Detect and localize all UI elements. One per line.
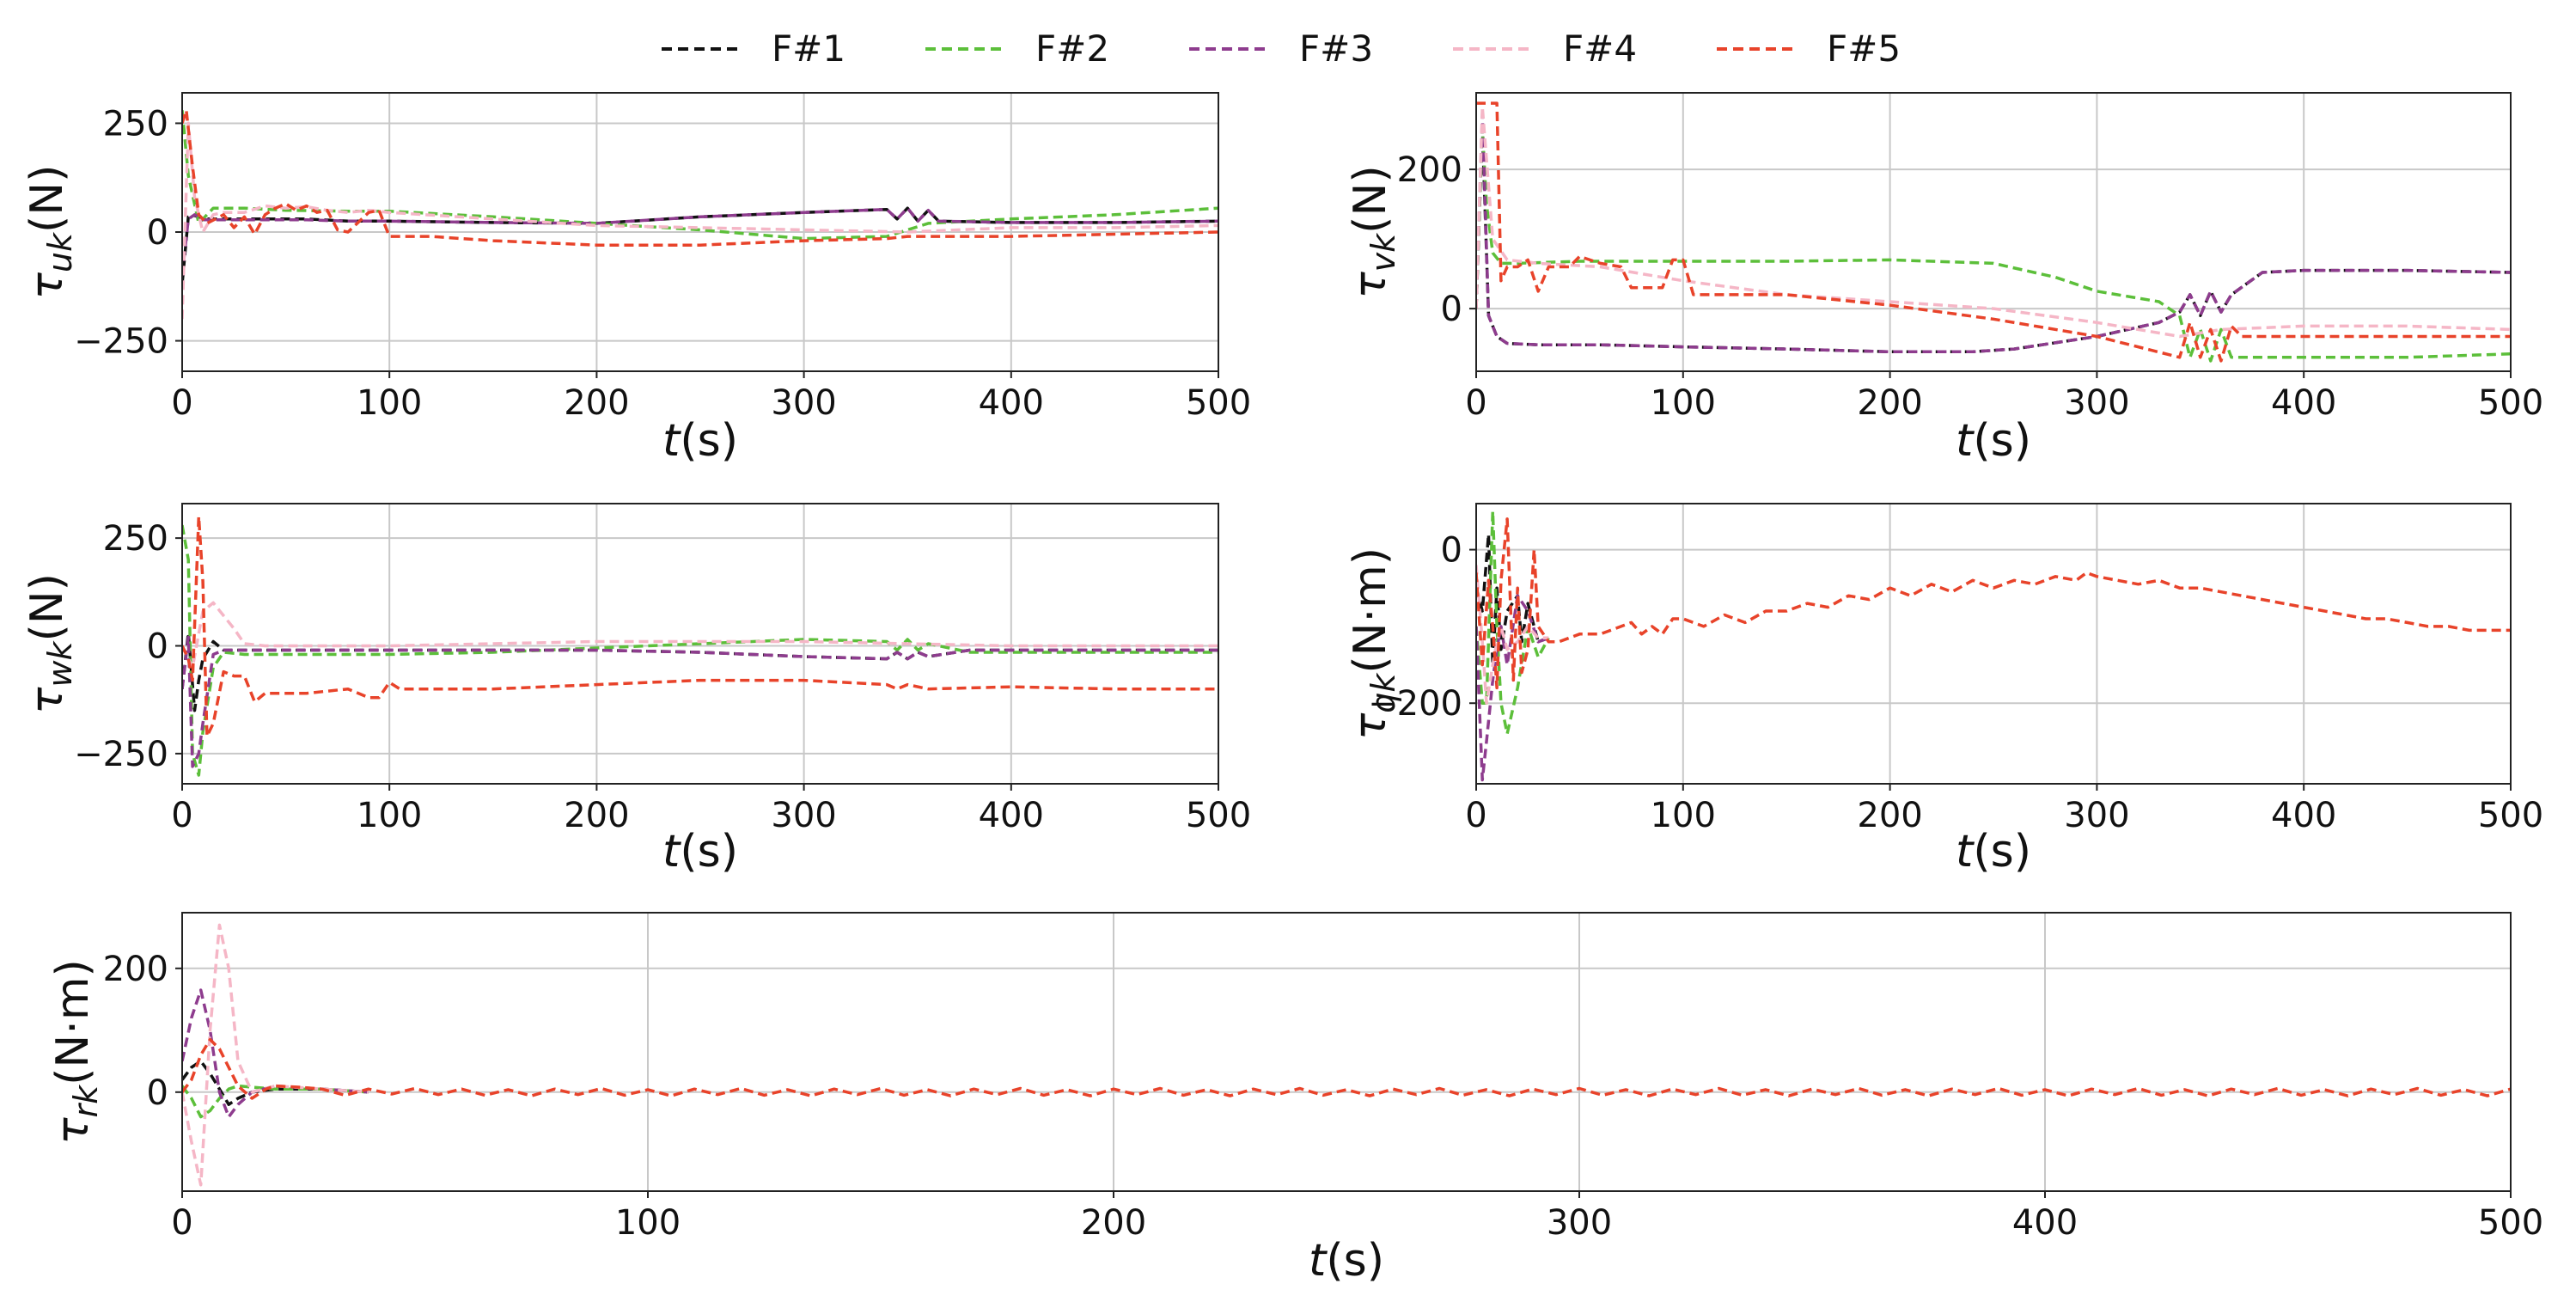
x-tick-label: 100: [1651, 383, 1716, 423]
x-tick-label: 400: [979, 796, 1044, 835]
series-line-F2: [182, 1084, 369, 1119]
series-line-F5: [1476, 517, 2511, 690]
series-line-F4: [182, 923, 369, 1187]
series-group: [182, 923, 2511, 1187]
series-group: [1476, 101, 2511, 363]
x-axis-label: t(s): [662, 826, 738, 877]
y-tick-label: 200: [103, 950, 168, 989]
y-tick-label: 0: [147, 1073, 168, 1113]
legend-label: F#5: [1827, 28, 1901, 70]
panel-2: 0 100 200 300 400 500 0 200 t(s) τvk(N): [1345, 92, 2543, 467]
x-tick-label: 100: [357, 383, 422, 423]
panel-5: 0 100 200 300 400 500 0 200 t(s) τrk(N·m): [47, 912, 2543, 1287]
legend-label: F#4: [1563, 28, 1637, 70]
series-line-F4: [182, 601, 1218, 669]
series-group: [182, 108, 1218, 320]
x-tick-label: 500: [2478, 1203, 2543, 1243]
legend-entry-5: F#5: [1717, 28, 1901, 70]
x-tick-label: 500: [2478, 796, 2543, 835]
x-tick-label: 200: [1081, 1203, 1146, 1243]
series-group: [182, 515, 1218, 777]
plot-frame: [1475, 92, 2512, 372]
y-tick-label: 250: [103, 104, 168, 144]
x-axis-label: t(s): [662, 415, 738, 467]
x-tick-label: 200: [564, 796, 629, 835]
x-tick-label: 0: [171, 1203, 192, 1243]
y-tick-label: −200: [1368, 684, 1462, 724]
x-tick-label: 400: [2271, 796, 2336, 835]
x-tick-label: 0: [1465, 383, 1486, 423]
x-tick-label: 400: [2012, 1203, 2078, 1243]
plot-frame: [1475, 503, 2512, 785]
plot-frame: [181, 912, 2512, 1192]
x-tick-label: 0: [171, 796, 192, 835]
y-axis-label: τvk(N): [1345, 165, 1402, 298]
y-tick-label: 0: [1441, 290, 1462, 329]
series-line-F3: [182, 635, 1218, 768]
series-line-F5: [182, 515, 1218, 738]
legend-entry-4: F#4: [1453, 28, 1637, 70]
y-tick-label: 200: [1397, 150, 1462, 190]
x-axis-label: t(s): [1309, 1235, 1384, 1287]
x-tick-label: 300: [2064, 796, 2129, 835]
y-tick-label: −250: [74, 735, 168, 774]
x-tick-label: 500: [2478, 383, 2543, 423]
x-tick-label: 300: [771, 796, 836, 835]
panel-4: 0 100 200 300 400 500 −200 0 t(s) τqk(N·m): [1345, 503, 2543, 877]
legend-entry-2: F#2: [925, 28, 1109, 70]
series-group: [1476, 510, 2511, 782]
y-tick-label: −250: [74, 322, 168, 362]
legend-label: F#1: [772, 28, 845, 70]
x-tick-label: 200: [1857, 383, 1922, 423]
x-axis-label: t(s): [1956, 826, 2031, 877]
x-tick-label: 200: [564, 383, 629, 423]
y-axis-label: τqk(N·m): [1345, 547, 1402, 740]
y-tick-label: 0: [147, 213, 168, 253]
y-tick-label: 0: [147, 627, 168, 667]
x-tick-label: 0: [1465, 796, 1486, 835]
x-tick-label: 300: [771, 383, 836, 423]
series-line-F3: [1476, 594, 1549, 782]
series-line-F5: [182, 108, 1218, 247]
y-tick-label: 0: [1441, 531, 1462, 571]
x-tick-label: 300: [1547, 1203, 1612, 1243]
legend-label: F#3: [1299, 28, 1373, 70]
legend: F#1 F#2 F#3 F#4 F#5: [662, 28, 1901, 70]
y-axis-label: τrk(N·m): [47, 959, 105, 1145]
series-line-F3: [1476, 112, 2511, 354]
x-tick-label: 100: [615, 1203, 681, 1243]
series-line-F2: [182, 524, 1218, 777]
y-axis-label: τuk(N): [21, 165, 79, 300]
y-axis-label: τwk(N): [21, 573, 79, 714]
series-line-F4: [1476, 105, 2511, 339]
x-tick-label: 400: [2271, 383, 2336, 423]
series-line-F5: [1476, 101, 2511, 363]
legend-label: F#2: [1035, 28, 1109, 70]
legend-entry-3: F#3: [1189, 28, 1373, 70]
y-tick-label: 250: [103, 519, 168, 559]
series-line-F5: [182, 1037, 2511, 1100]
x-tick-label: 0: [171, 383, 192, 423]
x-tick-label: 200: [1857, 796, 1922, 835]
legend-entry-1: F#1: [662, 28, 845, 70]
x-tick-label: 300: [2064, 383, 2129, 423]
x-tick-label: 100: [1651, 796, 1716, 835]
x-tick-label: 500: [1186, 383, 1251, 423]
series-line-F3: [182, 206, 1218, 276]
x-tick-label: 100: [357, 796, 422, 835]
series-line-F4: [1476, 565, 1549, 705]
x-axis-label: t(s): [1956, 415, 2031, 467]
plot-frame: [181, 503, 1219, 785]
x-tick-label: 400: [979, 383, 1044, 423]
series-line-F2: [1476, 125, 2511, 363]
series-line-F1: [182, 1060, 369, 1106]
x-tick-label: 500: [1186, 796, 1251, 835]
